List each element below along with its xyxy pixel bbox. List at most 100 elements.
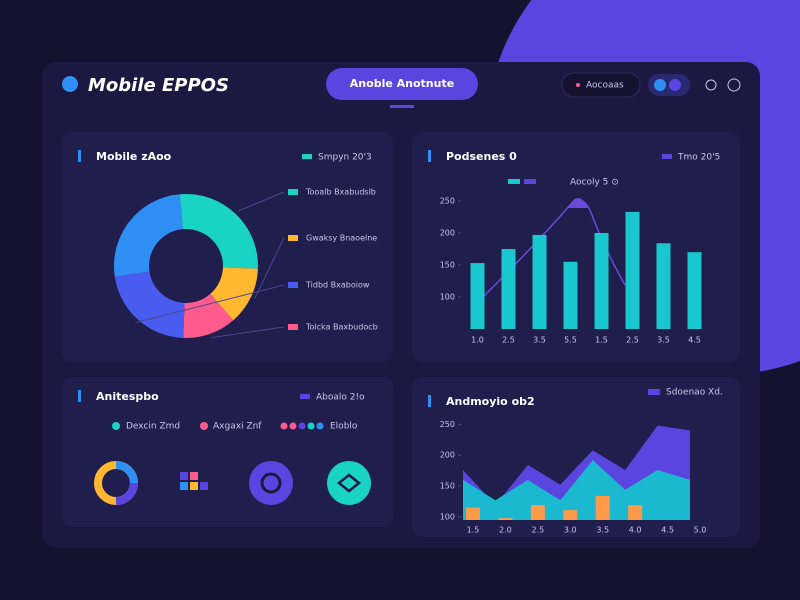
x-tick-label: 3.5 bbox=[533, 336, 546, 345]
bar bbox=[563, 261, 578, 329]
legend-dot bbox=[280, 422, 288, 430]
trend-peak bbox=[568, 198, 588, 208]
legend-chip bbox=[524, 179, 536, 184]
x-tick-label: 1.5 bbox=[467, 526, 480, 535]
x-tick-label: 4.0 bbox=[629, 526, 642, 535]
x-tick-label: 2.0 bbox=[499, 526, 512, 535]
y-tick-label: 100 bbox=[440, 512, 455, 521]
x-tick-label: 5.5 bbox=[564, 336, 577, 345]
leader-line bbox=[254, 237, 285, 300]
donut-segment bbox=[210, 267, 258, 321]
block-icon bbox=[190, 472, 198, 480]
legend-label: Tmo 20'5 bbox=[677, 153, 720, 163]
brand: Mobile EPPOS bbox=[88, 75, 229, 96]
x-tick-label: 1.0 bbox=[471, 336, 484, 345]
legend-chip bbox=[302, 154, 312, 159]
mini-donut-arc bbox=[115, 482, 138, 505]
logo bbox=[62, 76, 78, 92]
bar bbox=[687, 252, 702, 329]
legend-chip bbox=[648, 389, 660, 395]
legend-dot bbox=[298, 422, 306, 430]
legend-chip bbox=[288, 282, 298, 288]
x-tick-label: 3.5 bbox=[596, 526, 609, 535]
block-icon bbox=[180, 482, 188, 490]
panel-title: Mobile zAoo bbox=[96, 150, 172, 163]
bar bbox=[656, 243, 671, 329]
donut-segment bbox=[179, 194, 258, 269]
title-marker bbox=[428, 395, 431, 407]
tab[interactable] bbox=[326, 68, 478, 100]
search-label[interactable]: Aocoaas bbox=[586, 81, 624, 91]
bar bbox=[530, 505, 545, 520]
donut-segment bbox=[183, 293, 234, 339]
category-label: Gwaksy Bnaoelne bbox=[306, 234, 377, 243]
mini-donut-arc bbox=[115, 461, 138, 484]
refresh-icon[interactable] bbox=[705, 79, 717, 91]
title-marker bbox=[78, 390, 81, 402]
y-tick-label: 250 bbox=[440, 197, 455, 206]
x-tick-label: 3.5 bbox=[657, 336, 670, 345]
y-tick-label: 200 bbox=[440, 229, 455, 238]
x-tick-label: 3.0 bbox=[564, 526, 577, 535]
legend-label: Aboalo 2!o bbox=[316, 393, 365, 403]
icon-circle[interactable] bbox=[327, 461, 371, 505]
donut-segment bbox=[114, 194, 183, 277]
y-tick-label: 250 bbox=[440, 420, 455, 429]
block-icon bbox=[190, 482, 198, 490]
x-tick-label: 4.5 bbox=[688, 336, 701, 345]
y-tick-label: 100 bbox=[440, 293, 455, 302]
bar bbox=[595, 495, 610, 520]
block-icon bbox=[200, 482, 208, 490]
legend-chip bbox=[288, 189, 298, 195]
category-label: Tidbd Bxaboiow bbox=[305, 281, 370, 290]
icon-glyph bbox=[260, 472, 282, 494]
x-tick-label: 1.5 bbox=[595, 336, 608, 345]
legend-chip bbox=[300, 394, 310, 399]
legend-dot bbox=[289, 422, 297, 430]
legend-label: Sdoenao Xd. bbox=[666, 388, 723, 398]
tab-indicator bbox=[390, 105, 414, 108]
search-dot bbox=[576, 83, 580, 87]
bar bbox=[628, 505, 643, 520]
y-tick-label: 150 bbox=[440, 482, 455, 491]
bar bbox=[594, 233, 609, 329]
panel-title: Anitespbo bbox=[96, 390, 159, 403]
bar bbox=[501, 249, 516, 329]
legend-label: Dexcin Zmd bbox=[126, 422, 180, 432]
legend-chip bbox=[288, 235, 298, 241]
x-tick-label: 2.5 bbox=[626, 336, 639, 345]
category-label: Tooalb Bxabudslb bbox=[305, 188, 376, 197]
title-marker bbox=[78, 150, 81, 162]
icon-circle[interactable] bbox=[249, 461, 293, 505]
toggle-dot bbox=[669, 79, 681, 91]
x-tick-label: 2.5 bbox=[531, 526, 544, 535]
bar bbox=[466, 507, 480, 520]
search-box[interactable] bbox=[561, 72, 641, 98]
bar bbox=[563, 510, 578, 520]
legend-dot bbox=[307, 422, 315, 430]
toggle-dot bbox=[654, 79, 666, 91]
donut-segment bbox=[114, 271, 185, 338]
legend-dot bbox=[200, 422, 208, 430]
bar bbox=[532, 234, 547, 329]
settings-icon[interactable] bbox=[727, 78, 741, 92]
panel-title: Andmoyio ob2 bbox=[446, 395, 535, 408]
leader-line bbox=[211, 326, 285, 339]
icon-glyph bbox=[336, 473, 362, 493]
legend-chip bbox=[508, 179, 520, 184]
leader-line bbox=[135, 284, 285, 324]
legend-dot bbox=[112, 422, 120, 430]
x-tick-label: 4.5 bbox=[661, 526, 674, 535]
y-tick-label: 200 bbox=[440, 451, 455, 460]
category-label: Tolcka Baxbudocb bbox=[305, 323, 378, 332]
bar bbox=[470, 263, 485, 329]
tab-label[interactable]: Anoble Anotnute bbox=[350, 77, 454, 90]
area bbox=[463, 460, 690, 520]
subtitle: Aocoly 5 ⊙ bbox=[570, 178, 619, 188]
block-icon bbox=[180, 472, 188, 480]
legend-chip bbox=[288, 324, 298, 330]
panel bbox=[62, 377, 393, 527]
leader-line bbox=[238, 191, 285, 212]
